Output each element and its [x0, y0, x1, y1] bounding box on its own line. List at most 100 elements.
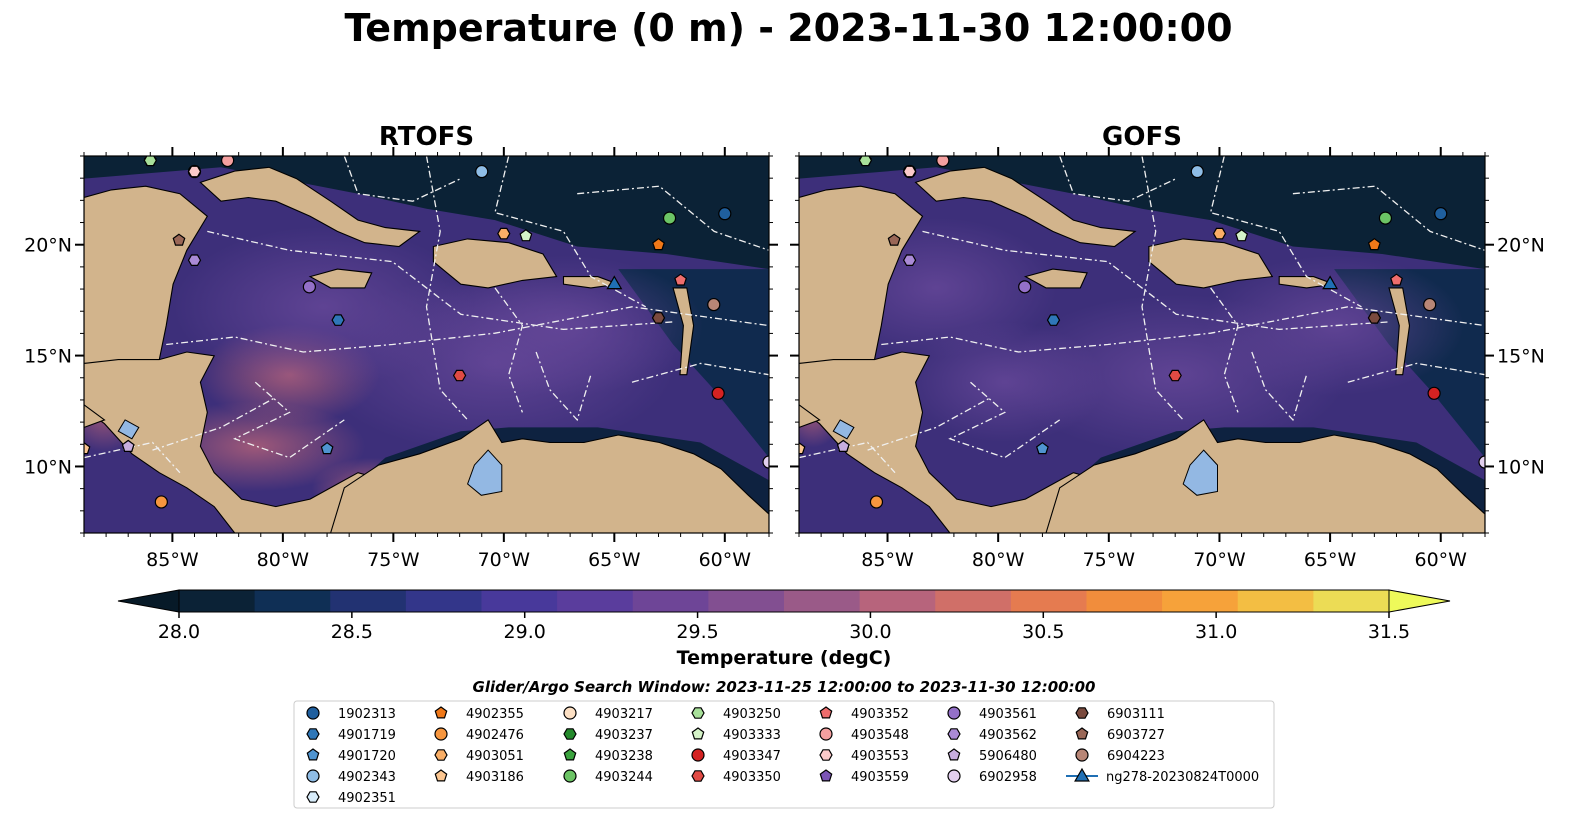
- colorbar-extend-high: [1388, 589, 1451, 613]
- float-marker-4903051: [1212, 227, 1227, 240]
- legend-marker-4903237: [563, 728, 577, 740]
- colorbar-tick-label: 29.5: [676, 621, 718, 643]
- panel-title-rtofs: RTOFS: [379, 122, 474, 152]
- colorbar-segment: [557, 590, 634, 612]
- colorbar-segment: [784, 590, 861, 612]
- eez-boundary: [166, 306, 769, 353]
- float-marker-5906480: [836, 439, 850, 452]
- colorbar-segment: [1086, 590, 1163, 612]
- eez-boundary: [84, 441, 181, 474]
- colorbar-segment: [1162, 590, 1239, 612]
- legend-box: [293, 700, 1275, 809]
- colorbar-tick-label: 30.0: [849, 621, 891, 643]
- legend-label: 4903217: [595, 707, 653, 722]
- legend-label: 4902476: [466, 728, 524, 743]
- float-marker-4903553: [187, 165, 202, 178]
- eez-boundary: [232, 381, 345, 459]
- eez-boundary: [1347, 362, 1485, 383]
- float-marker-4903561: [1018, 280, 1032, 294]
- land-southam: [330, 419, 769, 533]
- float-marker-4903186: [799, 441, 806, 455]
- lake-nicaragua: [117, 419, 140, 440]
- legend-label: 4903561: [979, 707, 1037, 722]
- float-marker-4903548: [221, 156, 235, 168]
- legend-marker-4902351: [306, 791, 320, 803]
- land-cuba: [914, 166, 1137, 248]
- x-tick-label: 70°W: [478, 549, 531, 571]
- legend-label: 4903559: [851, 770, 909, 785]
- float-marker-4903350: [452, 369, 467, 382]
- legend-marker-4901720: [306, 748, 320, 761]
- float-marker-4903244: [1378, 211, 1393, 225]
- float-marker-4902476: [869, 495, 884, 509]
- eez-boundary: [948, 381, 1061, 459]
- land-pacificland: [799, 404, 821, 428]
- eez-boundary: [631, 362, 769, 383]
- legend-label: 4903352: [851, 707, 909, 722]
- legend-marker-4903250: [691, 707, 705, 719]
- legend-marker-4903217: [563, 706, 577, 720]
- lake-maracaibo: [1182, 449, 1218, 496]
- legend-marker-4902355: [434, 706, 448, 719]
- eez-boundary: [577, 185, 769, 251]
- legend-marker-4902476: [434, 727, 448, 741]
- legend-label: 4901720: [338, 749, 396, 764]
- cold-water-north: [799, 156, 1485, 270]
- float-marker-1902313: [1434, 207, 1448, 221]
- float-marker-6903111: [1367, 312, 1382, 324]
- float-marker-4903347: [711, 386, 725, 400]
- colorbar-segment: [1010, 590, 1088, 612]
- legend-marker-4903561: [947, 706, 961, 720]
- legend-label: 5906480: [979, 749, 1037, 764]
- colorbar-segment: [859, 590, 936, 612]
- float-marker-6903727: [887, 233, 901, 246]
- legend-marker-4903553: [819, 749, 833, 761]
- float-marker-4903562: [187, 254, 202, 266]
- x-tick-label: 80°W: [972, 549, 1025, 571]
- legend-marker-4903548: [819, 727, 833, 741]
- y-tick-label: 20°N: [1497, 235, 1545, 257]
- colorbar-tick-label: 28.5: [331, 621, 373, 643]
- legend-marker-4903562: [947, 728, 961, 740]
- legend-label: 4903350: [723, 770, 781, 785]
- legend-label: 4903238: [595, 749, 653, 764]
- eez-boundary: [1059, 156, 1177, 202]
- map-frame: [798, 155, 1486, 534]
- colorbar-tick-label: 31.5: [1368, 621, 1410, 643]
- legend-marker-4903186: [434, 769, 448, 782]
- colorbar-segment: [179, 590, 256, 612]
- legend-label: 4903548: [851, 728, 909, 743]
- float-marker-6904223: [707, 297, 721, 312]
- legend-marker-4902343: [306, 769, 320, 783]
- legend: Glider/Argo Search Window: 2023-11-25 12…: [293, 678, 1275, 809]
- float-marker-4901719: [331, 314, 345, 326]
- float-marker-6903727: [172, 233, 186, 246]
- land-hispaniola: [1148, 238, 1274, 289]
- float-marker-4903250: [143, 156, 157, 167]
- float-marker-4903244: [662, 211, 677, 225]
- legend-marker-5906480: [947, 748, 961, 761]
- legend-marker-6904223: [1075, 748, 1089, 762]
- colorbar-tick-label: 31.0: [1195, 621, 1237, 643]
- float-marker-4902343: [475, 164, 489, 179]
- legend-label: 4903333: [723, 728, 781, 743]
- map-panel-rtofs: 85°W 80°W 75°W 70°W 65°W 60°W 10°N 15°N 20°N RTOF…: [24, 122, 778, 571]
- legend-marker-4903352: [819, 706, 833, 719]
- float-marker-4903347: [1427, 386, 1441, 400]
- land-hispaniola: [432, 238, 558, 289]
- float-marker-6902958: [1478, 455, 1485, 469]
- eez-boundary: [207, 230, 674, 331]
- x-tick-label: 65°W: [588, 549, 641, 571]
- legend-label: 4902351: [338, 791, 396, 806]
- legend-label: 6903111: [1107, 707, 1165, 722]
- float-marker-4901720: [320, 441, 334, 455]
- legend-label: 4903553: [851, 749, 909, 764]
- y-tick-label: 20°N: [24, 235, 72, 257]
- float-marker-4902476: [154, 495, 168, 509]
- cold-water-north: [84, 156, 769, 270]
- x-tick-label: 75°W: [1083, 549, 1136, 571]
- panel-title-gofs: GOFS: [1102, 122, 1182, 152]
- x-tick-label: 70°W: [1193, 549, 1246, 571]
- float-marker-ng278-20230824t0000: [1322, 275, 1339, 290]
